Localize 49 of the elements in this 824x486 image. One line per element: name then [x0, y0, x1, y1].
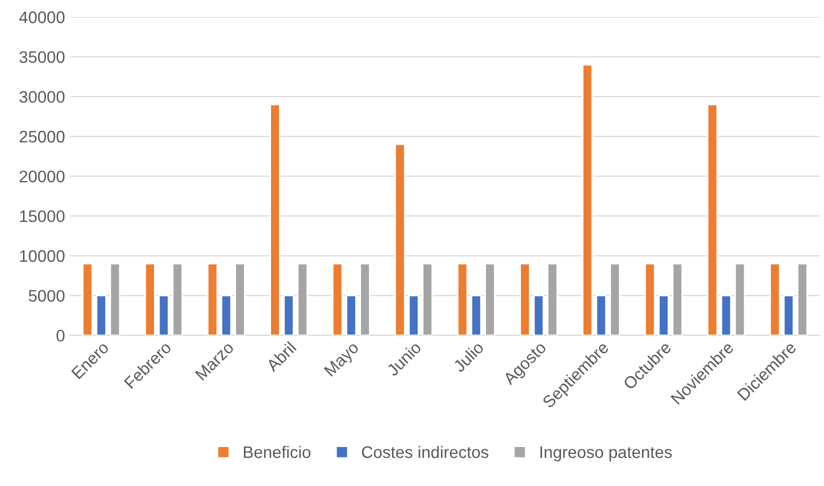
bar	[734, 263, 746, 336]
bar	[346, 294, 357, 336]
bar	[172, 263, 183, 336]
y-tick-label: 15000	[20, 210, 65, 222]
bar	[644, 263, 656, 336]
bar	[470, 294, 482, 336]
bar	[770, 263, 780, 336]
bar	[394, 144, 406, 336]
bar	[484, 263, 496, 336]
bar	[110, 263, 120, 336]
bar	[582, 64, 593, 336]
bar	[457, 263, 468, 336]
y-tick-label: 25000	[20, 130, 65, 143]
x-tick-label: Julio	[452, 340, 484, 373]
bar	[360, 263, 370, 336]
bar	[707, 104, 718, 336]
legend-label: Beneficio	[244, 446, 310, 458]
y-tick-label: 10000	[20, 250, 65, 262]
bar	[672, 263, 683, 336]
bar	[297, 263, 308, 336]
bar	[207, 263, 218, 336]
y-tick-label: 0	[56, 330, 65, 342]
bar	[596, 294, 607, 336]
y-tick-label: 40000	[19, 11, 65, 24]
bar	[158, 294, 170, 336]
bar	[720, 294, 732, 336]
bar	[332, 263, 343, 336]
bar	[82, 263, 93, 336]
y-tick-label: 30000	[19, 90, 65, 103]
legend-label: Costes indirectos	[362, 446, 488, 458]
bar	[234, 263, 246, 336]
bar	[797, 263, 808, 336]
bar	[610, 263, 620, 336]
bar	[422, 263, 433, 336]
bar	[520, 263, 530, 336]
bar	[283, 294, 294, 336]
y-tick-label: 20000	[20, 170, 65, 182]
bar	[144, 263, 156, 336]
bar	[96, 294, 107, 336]
bar	[408, 294, 420, 336]
bar	[220, 294, 232, 336]
bar	[783, 294, 794, 336]
y-tick-label: 5000	[28, 290, 65, 302]
bar	[547, 263, 558, 336]
bar	[270, 104, 280, 336]
bar	[533, 294, 544, 336]
legend-label: Ingreoso patentes	[540, 446, 672, 462]
y-tick-label: 35000	[19, 51, 65, 64]
bar	[658, 294, 670, 336]
